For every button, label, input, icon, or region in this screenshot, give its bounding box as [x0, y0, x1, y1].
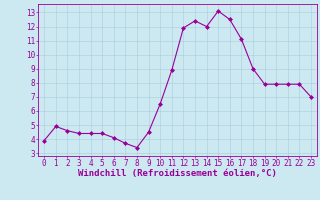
X-axis label: Windchill (Refroidissement éolien,°C): Windchill (Refroidissement éolien,°C) — [78, 169, 277, 178]
